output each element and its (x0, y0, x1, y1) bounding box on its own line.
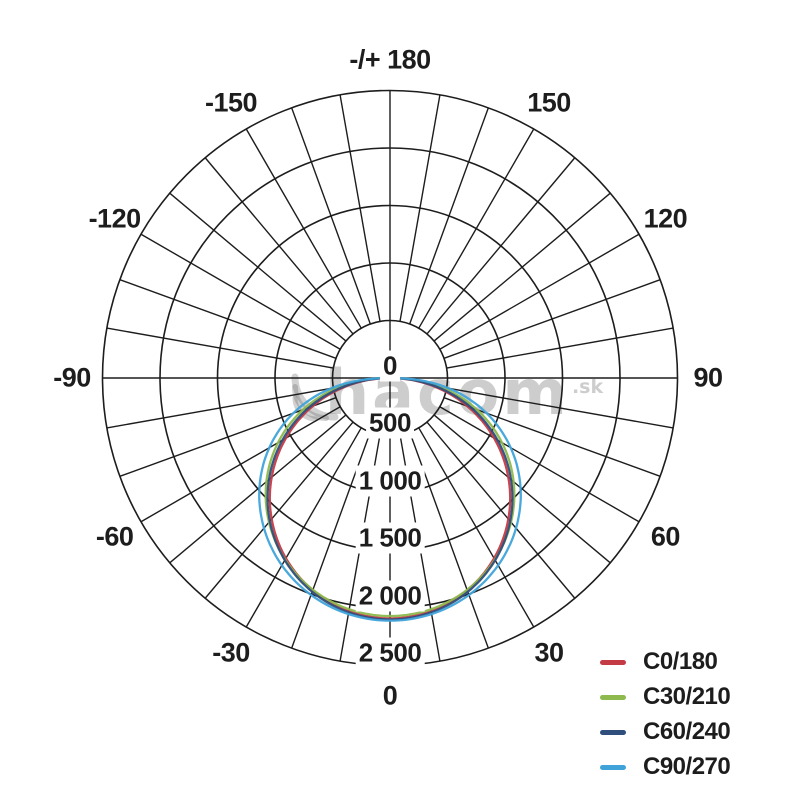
legend: C0/180 C30/210 C60/240 C90/270 (600, 648, 731, 780)
angle-gridline-150 (418, 128, 535, 329)
legend-item-C90-270: C90/270 (600, 753, 731, 780)
legend-label: C60/240 (643, 718, 731, 745)
angle-gridline-220 (204, 157, 354, 335)
angle-gridline-70 (443, 397, 661, 477)
angle-gridline-280 (106, 387, 334, 429)
angle-gridline-110 (443, 279, 661, 359)
angle-gridline-50 (433, 414, 611, 564)
angle-gridline-100 (446, 327, 674, 369)
legend-item-C60-240: C60/240 (600, 718, 731, 745)
legend-label: C0/180 (643, 648, 718, 675)
angle-gridline-250 (119, 279, 337, 359)
angle-gridline-260 (106, 327, 334, 369)
angle-gridline-300 (140, 406, 341, 523)
angle-gridline-240 (140, 233, 341, 350)
angle-gridline-130 (433, 192, 611, 342)
angle-gridline-330 (245, 427, 362, 628)
legend-swatch-icon (600, 659, 626, 665)
legend-label: C90/270 (643, 753, 731, 780)
angle-gridline-190 (339, 94, 381, 322)
legend-swatch-icon (600, 764, 626, 770)
legend-item-C30-210: C30/210 (600, 683, 731, 710)
legend-swatch-icon (600, 694, 626, 700)
angle-gridline-120 (439, 233, 640, 350)
angle-gridline-200 (291, 107, 371, 325)
angle-gridline-320 (204, 421, 354, 599)
angle-gridline-290 (119, 397, 337, 477)
angle-gridline-310 (169, 414, 347, 564)
angle-gridline-40 (426, 421, 576, 599)
angle-gridline-10 (399, 434, 441, 662)
angle-gridline-160 (409, 107, 489, 325)
angle-gridline-30 (418, 427, 535, 628)
legend-item-C0-180: C0/180 (600, 648, 730, 675)
angle-gridline-170 (399, 94, 441, 322)
angle-gridline-210 (245, 128, 362, 329)
legend-label: C30/210 (643, 683, 731, 710)
curve-C30-210 (264, 376, 516, 618)
angle-gridline-140 (426, 157, 576, 335)
angle-gridline-230 (169, 192, 347, 342)
curve-C90-270 (258, 376, 522, 622)
angle-gridline-80 (446, 387, 674, 429)
angle-gridline-350 (339, 434, 381, 662)
angle-gridline-60 (439, 406, 640, 523)
legend-swatch-icon (600, 729, 626, 735)
